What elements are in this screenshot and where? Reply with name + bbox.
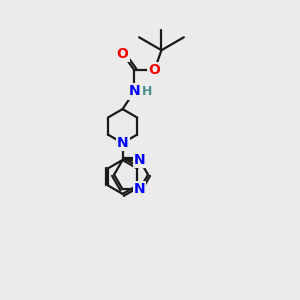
Text: H: H	[141, 85, 152, 98]
Text: N: N	[128, 84, 140, 98]
Text: N: N	[134, 182, 146, 197]
Text: O: O	[148, 63, 160, 77]
Text: N: N	[117, 136, 128, 150]
Text: N: N	[134, 153, 146, 167]
Text: O: O	[117, 47, 128, 61]
